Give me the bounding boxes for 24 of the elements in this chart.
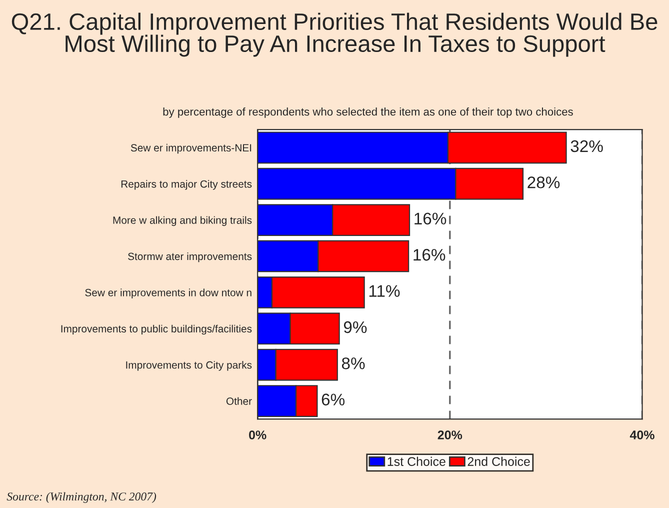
- x-tick-label: 40%: [630, 430, 654, 440]
- chart-subtitle: by percentage of respondents who selected the item as one of their top two choices: [163, 108, 573, 118]
- y-tick-label: Stormw ater improvements: [128, 252, 252, 262]
- y-tick-label: Repairs to major City streets: [121, 180, 252, 190]
- total-label: 16%: [414, 248, 446, 261]
- total-label: 11%: [369, 285, 400, 297]
- total-label: 32%: [570, 140, 603, 152]
- x-tick-label: 20%: [438, 430, 462, 440]
- total-label: 28%: [528, 176, 560, 188]
- total-label: 8%: [342, 357, 365, 370]
- y-tick-label: More w alking and biking trails: [113, 216, 252, 226]
- y-tick-label: Sew er improvements in dow ntow n: [85, 288, 252, 298]
- legend-label: 1st Choice: [388, 456, 446, 466]
- legend-label: 2nd Choice: [468, 456, 530, 466]
- total-label: 9%: [344, 321, 367, 334]
- total-label: 16%: [414, 212, 446, 224]
- y-tick-label: Sew er improvements-NEI: [130, 144, 252, 154]
- x-tick-label: 0%: [249, 430, 266, 440]
- y-tick-label: Improvements to public buildings/facilities: [61, 324, 252, 335]
- y-tick-label: Improvements to City parks: [126, 361, 252, 371]
- source-note: Source: (Wilmington, NC 2007): [6, 492, 156, 503]
- y-tick-label: Other: [226, 397, 252, 405]
- chart-title: Q21. Capital Improvement Priorities That Residents Would Be Most Willing to Pay An Increase In Taxes to Support: [12, 12, 658, 57]
- total-label: 6%: [322, 394, 345, 406]
